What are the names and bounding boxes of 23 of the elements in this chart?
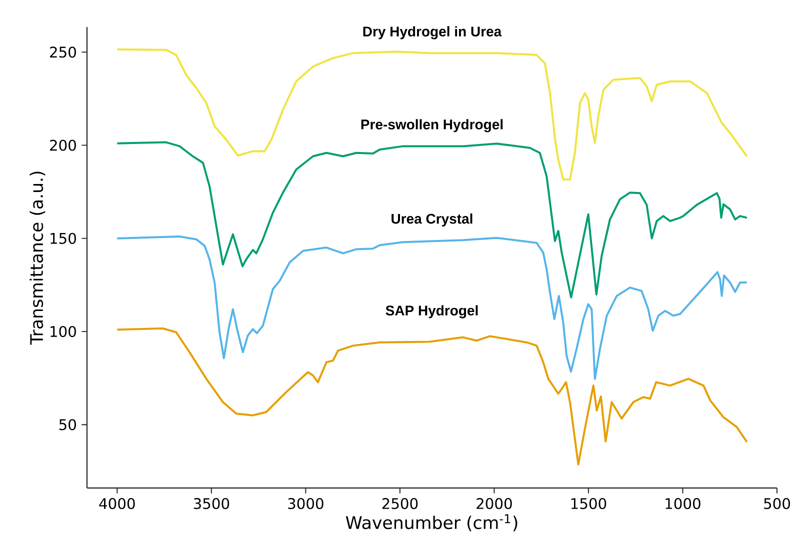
series-label: SAP Hydrogel <box>386 305 478 318</box>
x-tick-label: 1500 <box>571 498 606 510</box>
line-series <box>116 236 748 380</box>
x-tick-label: 1000 <box>666 498 700 510</box>
x-tick-label: 3500 <box>194 498 230 510</box>
line-series <box>116 328 748 466</box>
series-label: Dry Hydrogel in Urea <box>363 26 502 40</box>
y-tick-label: 50 <box>59 419 76 430</box>
y-tick-label: 100 <box>50 326 76 338</box>
x-axis-title: Wavenumber (cm$^{-1}$) <box>346 514 518 532</box>
x-tick-label: 4000 <box>99 498 135 510</box>
x-tick-label: 2500 <box>382 498 418 510</box>
series-label: Urea Crystal <box>392 214 472 227</box>
line-series <box>116 141 748 299</box>
x-tick-label: 500 <box>764 498 790 510</box>
x-tick-label: 2000 <box>476 498 512 510</box>
y-tick-label: 250 <box>50 46 76 58</box>
line-series <box>116 48 748 181</box>
y-axis-title: Transmittance (a.u.) <box>30 172 46 345</box>
series-label: Pre-swollen Hydrogel <box>361 119 503 132</box>
y-tick-label: 200 <box>50 140 76 151</box>
y-tick-label: 150 <box>50 233 76 244</box>
x-tick-label: 3000 <box>288 498 324 510</box>
